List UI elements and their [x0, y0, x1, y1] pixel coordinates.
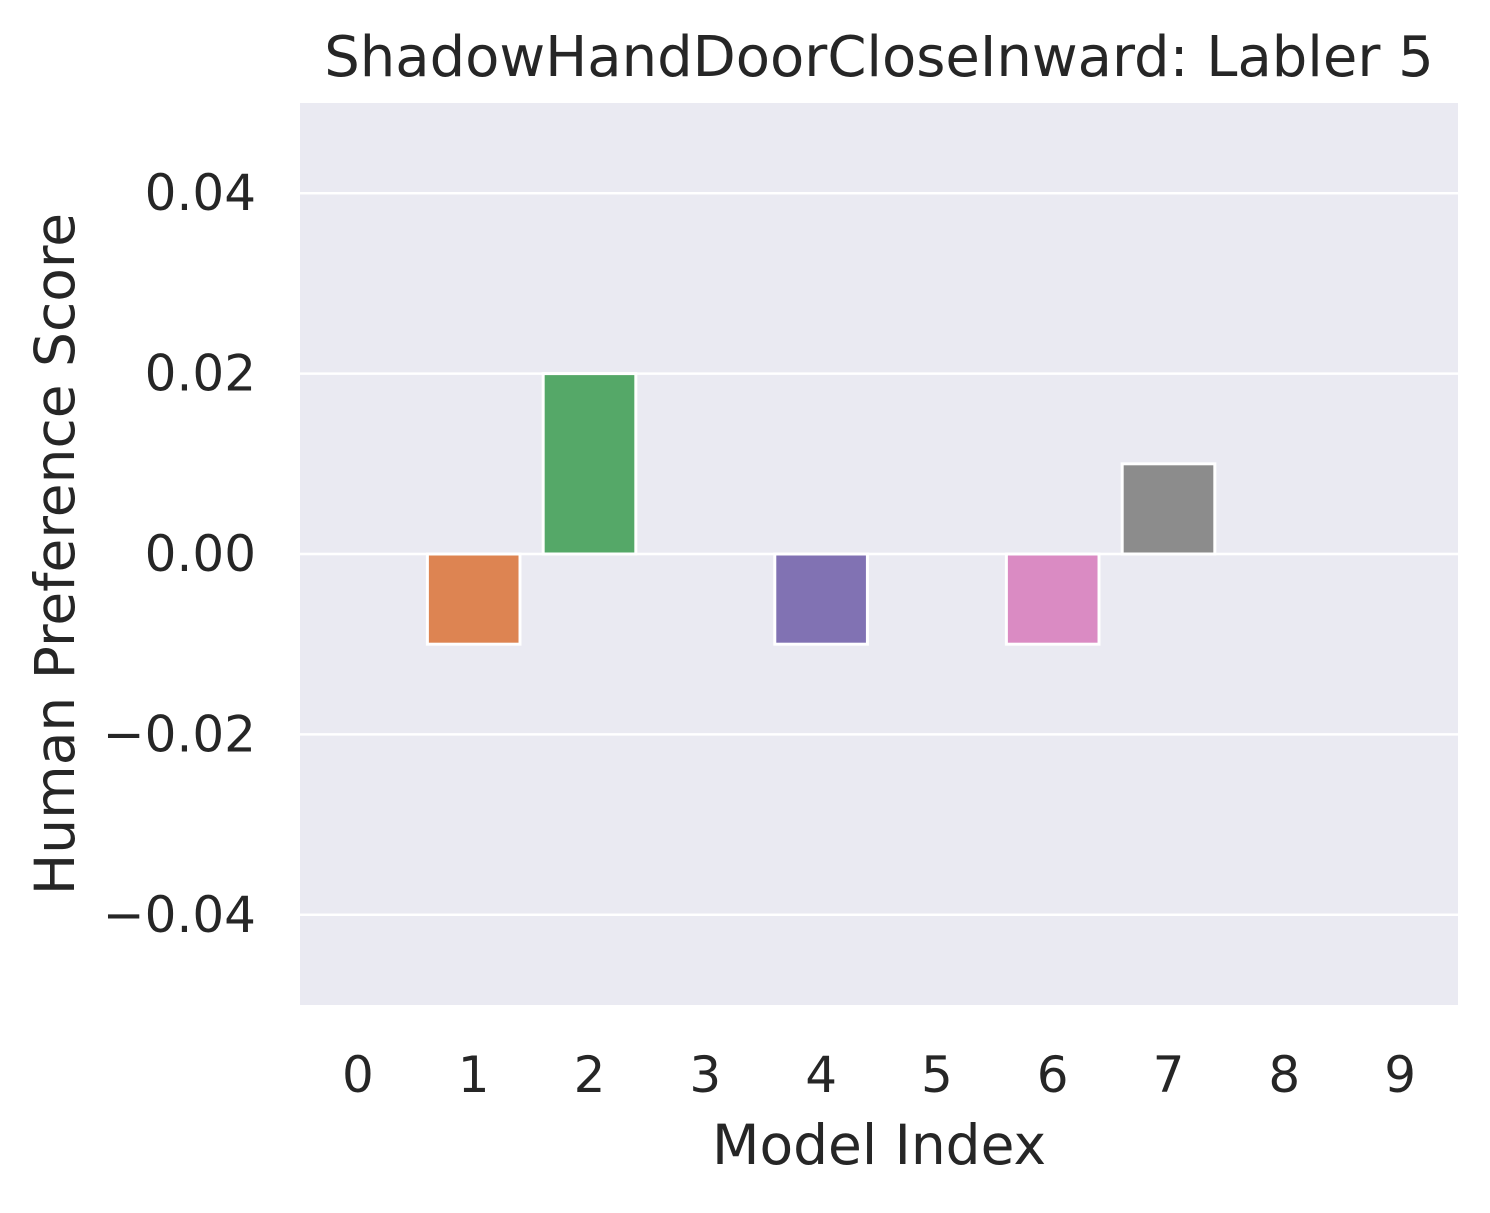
bar-7 [1120, 462, 1217, 556]
y-tick-label: 0.04 [145, 164, 256, 222]
x-tick-label: 8 [1268, 1046, 1300, 1104]
y-tick-label: −0.04 [103, 886, 256, 944]
x-tick-label: 6 [1037, 1046, 1069, 1104]
y-tick-label: 0.00 [145, 525, 256, 583]
y-tick-labels: −0.04 −0.02 0.00 0.02 0.04 [103, 164, 256, 944]
y-tick-label: −0.02 [103, 705, 256, 763]
x-tick-label: 4 [805, 1046, 837, 1104]
x-tick-label: 2 [574, 1046, 606, 1104]
x-tick-label: 1 [458, 1046, 490, 1104]
x-tick-label: 3 [689, 1046, 721, 1104]
bar-1 [425, 552, 522, 646]
x-tick-label: 0 [342, 1046, 374, 1104]
y-tick-label: 0.02 [145, 345, 256, 403]
bar-6 [1004, 552, 1101, 646]
x-tick-label: 9 [1384, 1046, 1416, 1104]
bar-4 [773, 552, 869, 646]
bar-2 [541, 372, 638, 556]
chart-title: ShadowHandDoorCloseInward: Labler 5 [324, 25, 1434, 90]
y-axis-label: Human Preference Score [23, 213, 87, 895]
x-tick-label: 5 [921, 1046, 953, 1104]
x-tick-labels: 0 1 2 3 4 5 6 7 8 9 [342, 1046, 1416, 1104]
x-tick-label: 7 [1153, 1046, 1185, 1104]
x-axis-label: Model Index [712, 1113, 1046, 1177]
bars [425, 372, 1217, 646]
